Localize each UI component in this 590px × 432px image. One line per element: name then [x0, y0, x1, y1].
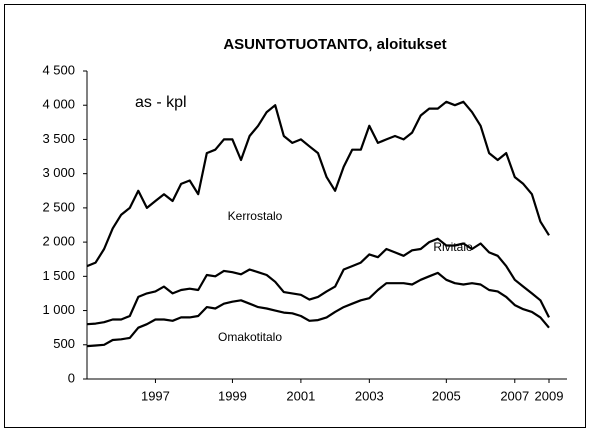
y-tick-label: 500	[53, 336, 75, 351]
x-tick-label: 1997	[141, 388, 170, 403]
y-tick-label: 2 000	[42, 234, 75, 249]
y-tick-label: 1 000	[42, 302, 75, 317]
x-tick-label: 2007	[500, 388, 529, 403]
x-tick-label: 1999	[218, 388, 247, 403]
chart-title: ASUNTOTUOTANTO, aloitukset	[223, 36, 446, 53]
y-tick-label: 0	[68, 370, 75, 385]
y-tick-label: 1 500	[42, 268, 75, 283]
chart-frame	[4, 4, 586, 428]
y-axis-label: as - kpl	[135, 94, 187, 111]
y-tick-label: 4 500	[42, 62, 75, 77]
series-label: Omakotitalo	[218, 330, 282, 344]
series-line	[86, 237, 550, 326]
series-line	[86, 100, 550, 268]
x-tick-label: 2009	[535, 388, 564, 403]
y-tick-label: 3 000	[42, 165, 75, 180]
x-tick-label: 2005	[432, 388, 461, 403]
series-label: Rivitalo	[433, 240, 473, 254]
y-tick-label: 2 500	[42, 199, 75, 214]
series-line	[86, 271, 550, 348]
y-tick-label: 4 000	[42, 97, 75, 112]
x-tick-label: 2001	[286, 388, 315, 403]
x-tick-label: 2003	[355, 388, 384, 403]
series-label: Kerrostalo	[228, 209, 283, 223]
y-tick-label: 3 500	[42, 131, 75, 146]
